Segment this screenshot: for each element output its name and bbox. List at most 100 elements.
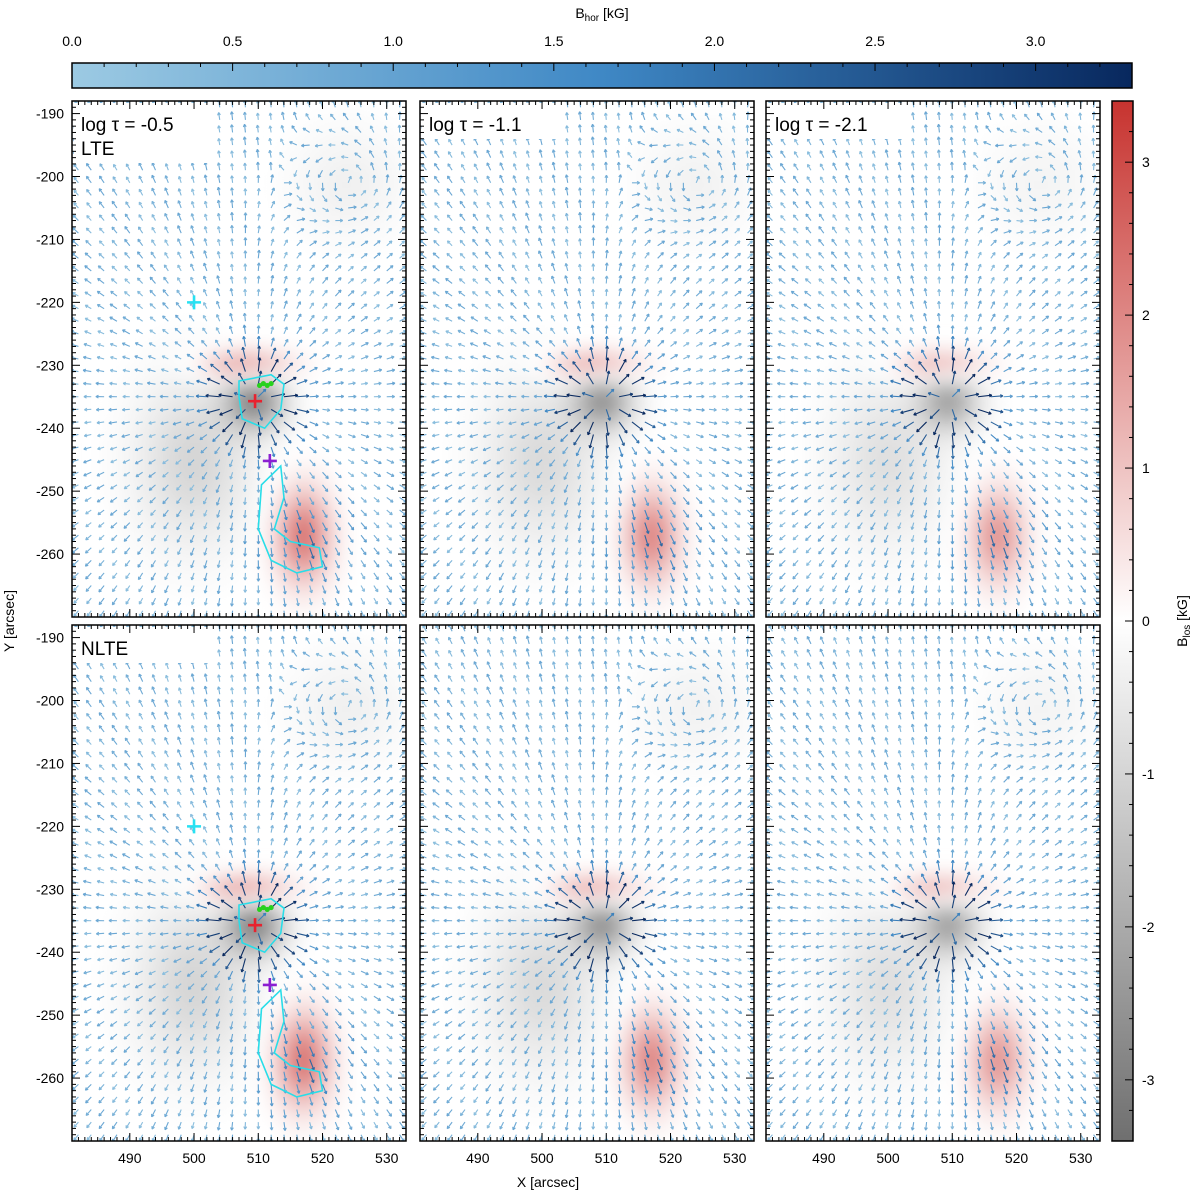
vector-head	[225, 441, 229, 446]
vector	[230, 509, 234, 519]
vector	[202, 484, 208, 493]
vector	[84, 484, 92, 490]
vector-head	[217, 112, 221, 116]
vector-head	[591, 300, 595, 305]
vector	[444, 369, 453, 373]
vector-head	[725, 240, 729, 244]
vector	[533, 408, 543, 412]
vector-head	[298, 339, 303, 343]
vector	[243, 459, 246, 469]
vector-head	[432, 420, 436, 425]
vector-head	[636, 440, 640, 444]
vector	[657, 182, 659, 190]
vector	[176, 289, 182, 297]
vector	[110, 369, 118, 373]
vector	[457, 329, 466, 335]
vector	[695, 484, 703, 491]
vector	[605, 262, 608, 271]
vector-head	[190, 200, 195, 205]
vector-head	[737, 499, 742, 503]
vector	[293, 111, 298, 121]
vector-head	[689, 168, 693, 172]
vector	[525, 560, 530, 567]
vector	[204, 161, 208, 171]
vector	[695, 560, 701, 568]
vector	[579, 560, 582, 568]
vector-head	[243, 224, 248, 228]
vector	[148, 342, 156, 347]
vector-head	[86, 613, 91, 617]
vector-head	[434, 613, 439, 617]
vector	[734, 201, 740, 209]
vector-head	[629, 392, 634, 397]
vector	[270, 472, 274, 481]
vector	[486, 214, 492, 221]
vector-head	[176, 513, 180, 518]
vector-head	[485, 290, 489, 295]
vector-head	[84, 265, 88, 269]
vector	[513, 163, 517, 171]
vector	[471, 471, 479, 477]
vector-head	[363, 512, 367, 517]
vector-head	[215, 339, 219, 344]
vector-head	[230, 603, 234, 607]
vector	[124, 560, 131, 567]
vector-head	[384, 101, 389, 103]
vector	[386, 610, 391, 617]
vector	[469, 421, 478, 424]
vector-head	[390, 486, 395, 490]
vector	[386, 446, 394, 451]
vector-head	[766, 497, 770, 502]
vector	[605, 459, 608, 470]
vector	[447, 151, 453, 158]
vector-head	[684, 539, 689, 544]
vector	[347, 290, 355, 297]
vector-head	[471, 525, 476, 529]
vector-head	[549, 463, 553, 467]
vector	[708, 560, 714, 568]
vector-head	[677, 113, 682, 118]
vector-head	[257, 249, 261, 254]
vector	[98, 585, 105, 593]
vector-head	[310, 302, 315, 306]
vector	[619, 393, 633, 398]
vector-head	[591, 602, 596, 606]
vector-head	[637, 141, 641, 145]
vector-head	[473, 601, 477, 605]
vector-head	[603, 124, 608, 129]
vector-head	[257, 432, 262, 436]
vector-head	[257, 445, 262, 449]
vector-head	[256, 275, 261, 279]
vector	[683, 368, 691, 373]
vector-head	[510, 487, 514, 492]
vector-head	[673, 341, 678, 345]
vector-head	[150, 577, 155, 581]
vector	[85, 572, 92, 580]
vector	[420, 547, 427, 554]
vector-head	[767, 587, 771, 592]
vector	[191, 585, 195, 593]
vector-head	[445, 317, 449, 321]
vector	[499, 547, 504, 555]
vector-head	[218, 393, 222, 398]
vector	[573, 434, 582, 446]
vector	[296, 252, 302, 259]
vector-head	[304, 379, 308, 383]
vector	[565, 213, 569, 221]
vector-head	[549, 476, 554, 480]
vector	[444, 484, 453, 490]
vector-head	[649, 207, 653, 212]
vector-head	[618, 301, 623, 305]
vector-head	[512, 251, 516, 256]
vector	[125, 189, 131, 196]
vector-head	[713, 407, 717, 412]
vector-head	[510, 328, 514, 333]
vector	[721, 522, 728, 529]
vector	[695, 509, 703, 518]
vector	[443, 382, 453, 385]
vector-head	[375, 524, 380, 529]
vector-head	[444, 459, 449, 464]
vector-head	[315, 380, 319, 385]
vector-head	[83, 485, 88, 490]
vector-head	[351, 328, 356, 333]
